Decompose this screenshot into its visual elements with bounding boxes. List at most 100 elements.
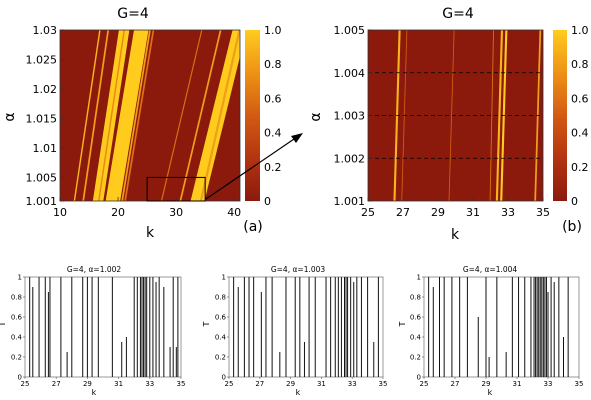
- y-tick-label-5: 1: [18, 274, 22, 282]
- y-tick-label-1: 0.2: [215, 354, 226, 362]
- x-tick-label-3: 40: [227, 206, 241, 219]
- y-tick-label-3: 0.6: [11, 314, 23, 322]
- x-tick-label-1: 27: [451, 380, 460, 388]
- y-tick-label-4: 0.8: [410, 294, 421, 302]
- heatmap-band-6: [121, 30, 151, 201]
- plot-2-title: G=4, α=1.003: [271, 265, 326, 274]
- x-tick-label-2: 30: [169, 206, 183, 219]
- colorbar-tick-label-1: 0.2: [571, 161, 589, 174]
- panel-b-colorbar-ticks: 0 0.2 0.4 0.6 0.8 1.0: [571, 24, 589, 208]
- panel-b-colorbar: [553, 30, 567, 201]
- heatmap-panel-a: G=4 10 20 30 40 1.001 1.005 1.01 1.015 1.02 1.02…: [2, 6, 282, 241]
- y-tick-label-0: 0: [417, 374, 421, 382]
- x-tick-label-5: 35: [536, 206, 550, 219]
- y-tick-label-2: 1.003: [334, 110, 366, 123]
- panel-b-xlabel: k: [451, 227, 460, 243]
- heatmap-band-9: [179, 30, 222, 201]
- x-tick-label-0: 25: [21, 380, 30, 388]
- panel-a-xlabel: k: [146, 225, 155, 241]
- transmission-plot-3: G=4, α=1.004 25 27 29 31 33 3500.20.40.60.81 …: [398, 265, 583, 397]
- y-tick-label-0: 0: [18, 374, 22, 382]
- x-tick-label-3: 31: [466, 206, 480, 219]
- y-tick-label-2: 0.4: [11, 334, 23, 342]
- colorbar-tick-label-4: 0.8: [264, 58, 282, 71]
- plot-2-ylabel: T: [202, 321, 211, 327]
- y-tick-label-6: 1.03: [33, 24, 58, 37]
- y-tick-label-2: 0.4: [410, 334, 422, 342]
- x-tick-label-5: 35: [177, 380, 186, 388]
- heatmap-band-4: [105, 30, 147, 201]
- plot-2-frame: [228, 276, 384, 378]
- y-tick-label-4: 0.8: [11, 294, 22, 302]
- x-tick-label-1: 20: [111, 206, 125, 219]
- y-tick-label-4: 0.8: [215, 294, 226, 302]
- x-tick-label-3: 31: [114, 380, 123, 388]
- panel-a-ylabel: α: [2, 112, 18, 121]
- x-tick-label-3: 31: [513, 380, 522, 388]
- y-tick-label-2: 1.01: [33, 142, 58, 155]
- x-tick-label-0: 10: [53, 206, 67, 219]
- heatmap-band-11: [199, 30, 240, 201]
- heatmap-band-0: [73, 30, 101, 201]
- colorbar-tick-label-0: 0: [264, 195, 271, 208]
- y-tick-label-5: 1.025: [26, 53, 58, 66]
- colorbar-tick-label-2: 0.4: [264, 127, 282, 140]
- panel-a-colorbar: [245, 30, 260, 201]
- panel-b-title: G=4: [442, 6, 474, 22]
- heatmap-band-1: [82, 30, 110, 201]
- panel-b-ylabel: α: [308, 112, 324, 121]
- plot-3-title: G=4, α=1.004: [463, 265, 518, 274]
- plot-1-body: 25 27 29 31 33 35 0 0.2 0.4 0.6 0.8 1: [11, 274, 186, 389]
- panel-a-colorbar-ticks: 0 0.2 0.4 0.6 0.8 1.0: [264, 24, 282, 208]
- plot-3-frame: [423, 276, 580, 378]
- y-tick-label-3: 1.004: [334, 67, 366, 80]
- y-tick-label-5: 1: [417, 274, 421, 282]
- y-tick-label-3: 0.6: [410, 314, 422, 322]
- panel-a-y-ticks: 1.001 1.005 1.01 1.015 1.02 1.025 1.03: [26, 24, 64, 208]
- colorbar-tick-label-2: 0.4: [571, 127, 589, 140]
- plot-1-frame: [24, 276, 182, 378]
- heatmap-band-3: [98, 30, 126, 201]
- y-tick-label-0: 0: [222, 374, 226, 382]
- panel-b-y-ticks: 1.001 1.002 1.003 1.004 1.005: [334, 24, 372, 208]
- x-tick-label-0: 25: [420, 380, 429, 388]
- heatmap-band-8: [160, 30, 203, 201]
- heatmap-band-7: [124, 30, 155, 201]
- colorbar-tick-label-4: 0.8: [571, 58, 589, 71]
- x-tick-label-0: 25: [361, 206, 375, 219]
- x-tick-label-2: 29: [286, 380, 295, 388]
- panel-a-x-ticks: 10 20 30 40: [53, 197, 241, 219]
- plot-3-body: 25 27 29 31 33 35 0 0.2 0.4 0.6 0.8 1: [410, 274, 584, 389]
- x-tick-label-1: 27: [255, 380, 264, 388]
- y-tick-label-5: 1: [222, 274, 226, 282]
- zoom-arrow: [205, 133, 303, 200]
- x-tick-label-2: 29: [431, 206, 445, 219]
- panel-a-label: (a): [243, 219, 263, 235]
- x-tick-label-2: 29: [83, 380, 92, 388]
- x-tick-label-5: 35: [379, 380, 388, 388]
- y-tick-label-0: 1.001: [334, 195, 366, 208]
- colorbar-tick-label-1: 0.2: [264, 161, 282, 174]
- colorbar-tick-label-5: 1.0: [571, 24, 589, 37]
- x-tick-label-1: 27: [52, 380, 61, 388]
- heatmap-panel-b: G=4 25 27 29 31 33 35 1.0011.0021.0031.0041.0…: [308, 6, 589, 243]
- plot-1-ylabel: T: [0, 321, 7, 327]
- plot-2-body: 25 27 29 31 33 35 0 0.2 0.4 0.6 0.8 1: [215, 274, 388, 389]
- y-tick-label-1: 0.2: [410, 354, 421, 362]
- panel-b-x-ticks: 25 27 29 31 33 35: [361, 197, 550, 219]
- y-tick-label-1: 1.002: [334, 152, 366, 165]
- y-tick-label-3: 1.015: [26, 112, 58, 125]
- plot-3-xlabel: k: [488, 388, 493, 397]
- x-tick-label-5: 35: [575, 380, 584, 388]
- panel-a-title: G=4: [117, 6, 149, 22]
- colorbar-tick-label-3: 0.6: [571, 92, 589, 105]
- x-tick-label-1: 27: [396, 206, 410, 219]
- y-tick-label-4: 1.005: [334, 24, 366, 37]
- transmission-plot-2: G=4, α=1.003 25 27 29 31 33 3500.20.40.60.81 …: [202, 265, 387, 397]
- colorbar-tick-label-5: 1.0: [264, 24, 282, 37]
- x-tick-label-3: 31: [317, 380, 326, 388]
- colorbar-tick-label-0: 0: [571, 195, 578, 208]
- x-tick-label-2: 29: [482, 380, 491, 388]
- y-tick-label-1: 0.2: [11, 354, 22, 362]
